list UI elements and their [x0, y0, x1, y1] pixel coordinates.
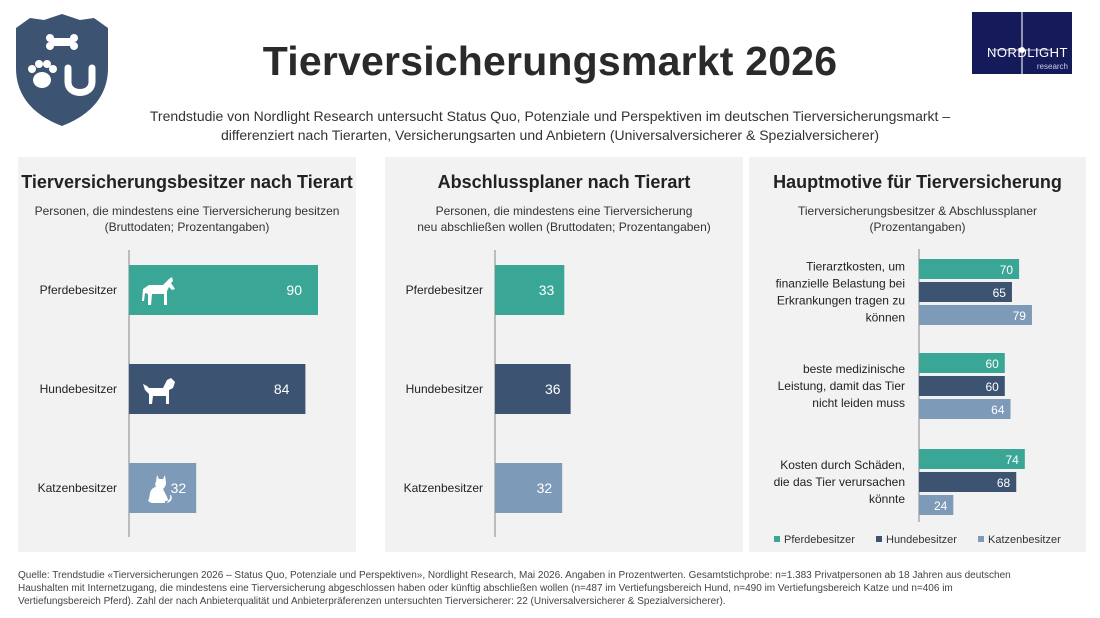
- logo-name: NORDLIGHT: [986, 45, 1068, 60]
- chart3-legend: Pferdebesitzer Hundebesitzer Katzenbesit…: [774, 534, 1079, 546]
- chart2-svg: Pferdebesitzer 33 Hundebesitzer 36 Katzenbes…: [404, 250, 571, 537]
- chart3-bar-1-2: [919, 399, 1011, 419]
- panel-abschlussplaner: Abschlussplaner nach Tierart Personen, d…: [385, 157, 743, 552]
- chart1-value-label-1: 84: [274, 381, 290, 397]
- star-flare-icon: [992, 12, 1052, 74]
- cat-icon: [148, 475, 172, 503]
- chart1-category-label-0: Pferdebesitzer: [40, 283, 117, 297]
- page-subtitle: Trendstudie von Nordlight Research unter…: [120, 107, 980, 145]
- legend-item-katze: Katzenbesitzer: [978, 534, 1061, 546]
- chart3-bar-2-2: [919, 495, 954, 515]
- chart2-subtitle: Personen, die mindestens eine Tierversic…: [385, 203, 743, 235]
- chart3-category-line-2-1: die das Tier verursachen: [774, 475, 905, 489]
- legend-label-hund: Hundebesitzer: [886, 534, 957, 546]
- chart3-value-label-0-2: 79: [1013, 309, 1027, 323]
- chart3-category-line-0-2: Erkrankungen tragen zu: [777, 294, 905, 308]
- chart2-subtitle-line-2: neu abschließen wollen (Bruttodaten; Pro…: [417, 220, 711, 234]
- chart1-category-label-2: Katzenbesitzer: [38, 481, 117, 495]
- chart1-category-label-1: Hundebesitzer: [40, 382, 117, 396]
- chart2-subtitle-line-1: Personen, die mindestens eine Tierversic…: [435, 204, 693, 218]
- chart3-category-label-1: beste medizinische Leistung, damit das Ti…: [778, 362, 906, 410]
- chart3-value-label-1-0: 60: [985, 357, 999, 371]
- chart1-value-label-2: 32: [171, 480, 187, 496]
- chart3-value-label-2-1: 68: [997, 476, 1011, 490]
- chart3-value-label-1-2: 64: [991, 403, 1005, 417]
- chart3-bar-2-0: [919, 449, 1025, 469]
- legend-item-pferd: Pferdebesitzer: [774, 534, 855, 546]
- chart1-subtitle: Personen, die mindestens eine Tierversic…: [18, 203, 356, 235]
- chart1-subtitle-line-1: Personen, die mindestens eine Tierversic…: [34, 204, 340, 218]
- chart3-subtitle: Tierversicherungsbesitzer & Abschlusspla…: [749, 203, 1086, 235]
- chart2-value-label-0: 33: [539, 282, 555, 298]
- chart2-bar-2: [495, 463, 563, 513]
- nordlight-logo: NORDLIGHT research: [972, 12, 1072, 74]
- chart3-category-line-1-1: Leistung, damit das Tier: [778, 379, 905, 393]
- chart2-bar-0: [495, 265, 565, 315]
- footnote-line-2: Haushalten mit Internetzugang, die minde…: [18, 583, 953, 594]
- chart3-category-line-2-0: Kosten durch Schäden,: [780, 458, 905, 472]
- chart3-value-label-2-2: 24: [934, 499, 948, 513]
- footnote-line-1: Quelle: Trendstudie «Tierversicherungen …: [18, 570, 1011, 581]
- chart3-title: Hauptmotive für Tierversicherung: [773, 172, 1062, 192]
- chart3-bar-0-2: [919, 305, 1032, 325]
- legend-label-katze: Katzenbesitzer: [988, 534, 1061, 546]
- chart1-title: Tierversicherungsbesitzer nach Tierart: [21, 172, 353, 192]
- chart3-category-line-0-3: können: [866, 311, 905, 325]
- chart1-value-label-0: 90: [286, 282, 302, 298]
- source-footnote: Quelle: Trendstudie «Tierversicherungen …: [18, 569, 1086, 608]
- footnote-line-3: Vertiefungsbereich Pferd). Zahl der nach…: [18, 596, 726, 607]
- shield-logo-icon: [16, 14, 108, 126]
- chart3-subtitle-line-2: (Prozentangaben): [869, 220, 966, 234]
- legend-item-hund: Hundebesitzer: [876, 534, 957, 546]
- chart2-title: Abschlussplaner nach Tierart: [437, 172, 691, 192]
- chart1-svg: Pferdebesitzer 90 Hundebesitzer 84 Katzenbes…: [38, 250, 318, 537]
- chart3-category-line-0-1: finanzielle Belastung bei: [776, 277, 905, 291]
- chart3-bar-2-1: [919, 472, 1017, 492]
- panel-hauptmotive: Hauptmotive für Tierversicherung Tierver…: [749, 157, 1086, 552]
- logo-sub: research: [1036, 62, 1068, 71]
- chart3-value-label-0-1: 65: [993, 286, 1007, 300]
- chart1-subtitle-line-2: (Bruttodaten; Prozentangaben): [104, 220, 270, 234]
- chart3-category-line-2-2: könnte: [869, 492, 905, 506]
- chart2-category-label-2: Katzenbesitzer: [404, 481, 483, 495]
- chart3-value-label-0-0: 70: [1000, 263, 1014, 277]
- chart3-bar-1-0: [919, 353, 1005, 373]
- chart3-category-line-0-0: Tierarztkosten, um: [806, 260, 905, 274]
- chart3-category-line-1-0: beste medizinische: [803, 362, 905, 376]
- page-title: Tierversicherungsmarkt 2026: [262, 38, 838, 84]
- chart2-category-label-0: Pferdebesitzer: [406, 283, 483, 297]
- chart2-value-label-2: 32: [537, 480, 553, 496]
- chart2-bar-1: [495, 364, 571, 414]
- chart3-svg: Tierarztkosten, um finanzielle Belastung …: [774, 249, 1032, 522]
- dog-icon: [143, 378, 175, 404]
- chart2-category-label-1: Hundebesitzer: [406, 382, 483, 396]
- chart2-value-label-1: 36: [545, 381, 561, 397]
- chart3-bar-0-1: [919, 282, 1012, 302]
- chart3-category-label-2: Kosten durch Schäden, die das Tier verurs…: [774, 458, 906, 506]
- subtitle-line-1: Trendstudie von Nordlight Research unter…: [149, 108, 951, 124]
- chart3-subtitle-line-1: Tierversicherungsbesitzer & Abschlusspla…: [798, 204, 1037, 218]
- subtitle-line-2: differenziert nach Tierarten, Versicheru…: [220, 127, 880, 143]
- chart3-value-label-2-0: 74: [1005, 453, 1019, 467]
- chart3-bar-1-1: [919, 376, 1005, 396]
- chart3-category-line-1-2: nicht leiden muss: [812, 396, 905, 410]
- chart3-value-label-1-1: 60: [985, 380, 999, 394]
- legend-label-pferd: Pferdebesitzer: [784, 534, 855, 546]
- chart3-category-label-0: Tierarztkosten, um finanzielle Belastung …: [776, 260, 905, 325]
- horse-icon: [142, 277, 175, 305]
- panel-besitzer: Tierversicherungsbesitzer nach Tierart P…: [18, 157, 356, 552]
- chart3-bar-0-0: [919, 259, 1020, 279]
